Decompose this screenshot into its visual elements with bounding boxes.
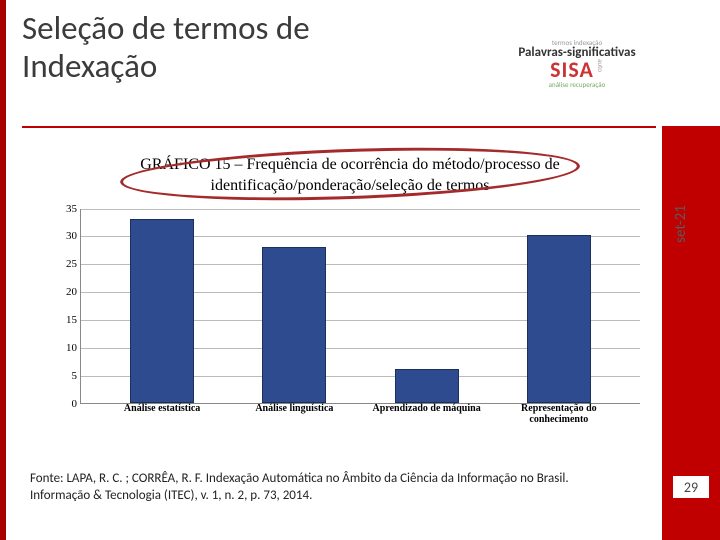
title-line-2: Indexação bbox=[22, 46, 157, 86]
x-axis-label: Representação do conhecimento bbox=[494, 403, 624, 425]
page-number-badge: 29 bbox=[673, 476, 709, 498]
y-tick-label: 0 bbox=[57, 398, 77, 410]
chart-plot: Análise estatísticaAnálise linguísticaAp… bbox=[80, 209, 640, 404]
slide-header: Seleção de termos de Indexação bbox=[22, 10, 492, 86]
wordcloud-term-2: SISA bbox=[550, 59, 594, 81]
y-tick-label: 30 bbox=[57, 230, 77, 242]
source-citation: Fonte: LAPA, R. C. ; CORRÊA, R. F. Index… bbox=[30, 471, 590, 505]
x-axis-label: Aprendizado de máquina bbox=[362, 403, 492, 425]
slide-left-border bbox=[0, 0, 6, 540]
slide-title: Seleção de termos de Indexação bbox=[22, 10, 492, 86]
bar bbox=[130, 219, 194, 403]
bar bbox=[527, 235, 591, 402]
date-label: set-21 bbox=[672, 205, 690, 243]
chart-title-line-1: GRÁFICO 15 – Frequência de ocorrência do… bbox=[140, 156, 559, 173]
y-tick-label: 20 bbox=[57, 286, 77, 298]
y-tick-label: 35 bbox=[57, 203, 77, 215]
sidebar-top-gap bbox=[662, 0, 720, 126]
bar-column bbox=[499, 235, 619, 402]
chart-title: GRÁFICO 15 – Frequência de ocorrência do… bbox=[50, 155, 650, 197]
page-number: 29 bbox=[684, 479, 698, 496]
word-cloud-image: termos indexação Palavras-significativas… bbox=[502, 24, 652, 102]
y-tick-label: 25 bbox=[57, 258, 77, 270]
bar-column bbox=[234, 247, 354, 403]
chart-bars bbox=[81, 209, 640, 403]
x-axis-label: Análise estatística bbox=[97, 403, 227, 425]
y-tick-label: 15 bbox=[57, 314, 77, 326]
y-tick-label: 10 bbox=[57, 342, 77, 354]
bar bbox=[395, 369, 459, 402]
x-axis-label: Análise linguística bbox=[229, 403, 359, 425]
bar bbox=[262, 247, 326, 403]
y-tick-label: 5 bbox=[57, 370, 77, 382]
chart-container: GRÁFICO 15 – Frequência de ocorrência do… bbox=[50, 155, 650, 435]
bar-column bbox=[367, 369, 487, 402]
bar-column bbox=[102, 219, 222, 403]
slide-sidebar bbox=[662, 0, 720, 540]
chart-x-labels: Análise estatísticaAnálise linguísticaAp… bbox=[81, 403, 640, 425]
title-underline bbox=[22, 126, 656, 128]
chart-title-line-2: identificação/ponderação/seleção de term… bbox=[211, 177, 490, 194]
title-line-1: Seleção de termos de bbox=[22, 8, 310, 48]
